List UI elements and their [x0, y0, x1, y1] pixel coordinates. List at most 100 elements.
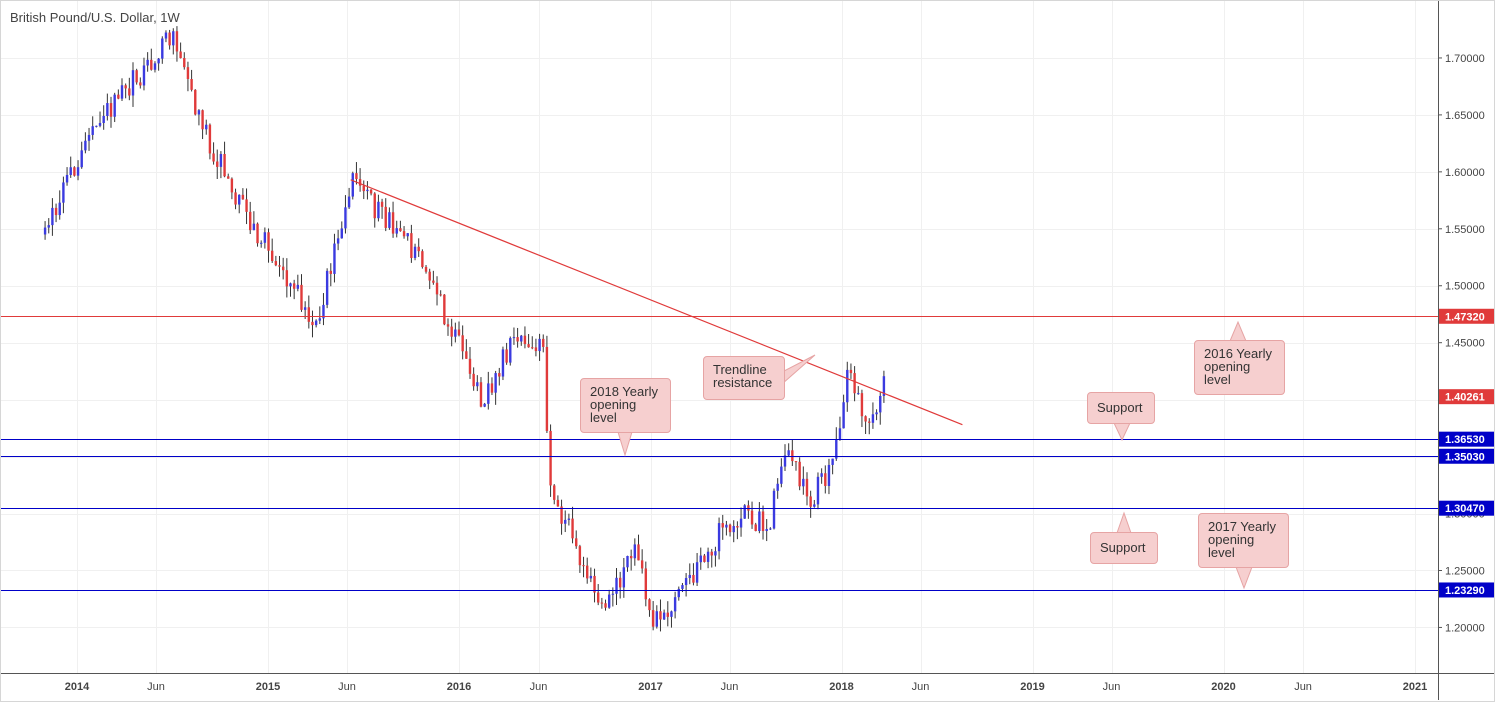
candle-body-8 [73, 167, 76, 176]
candle-body-159 [626, 555, 629, 568]
candle-body-132 [527, 344, 530, 348]
candle-body-45 [208, 124, 212, 154]
candle-body-219 [846, 369, 849, 403]
candle-body-189 [736, 526, 739, 528]
candle-body-38 [183, 58, 186, 68]
candle-body-164 [644, 568, 648, 600]
annotation-trendline-resistance[interactable]: Trendline resistance [703, 356, 785, 400]
candle-body-195 [758, 511, 761, 532]
candle-body-200 [776, 483, 779, 491]
candle-body-97 [399, 228, 402, 232]
candle-body-89 [369, 189, 373, 194]
price-tag-text-1: 1.36530 [1445, 434, 1485, 446]
x-tick-label-12: 2020 [1211, 681, 1235, 693]
candle-body-177 [692, 574, 695, 583]
annotation-2018-yearly-opening[interactable]: 2018 Yearly opening level [580, 378, 671, 433]
price-axis[interactable]: 1.70000 1.65000 1.60000 1.55000 1.50000 1.450… [1438, 53, 1485, 634]
candle-body-73 [311, 321, 314, 326]
candle-body-146 [578, 546, 582, 566]
candle-body-54 [241, 194, 245, 200]
candle-body-141 [560, 506, 563, 524]
candle-body-101 [413, 246, 417, 258]
x-tick-label-6: 2017 [638, 681, 662, 693]
candle-body-119 [479, 382, 483, 407]
x-tick-label-10: 2019 [1020, 681, 1044, 693]
candle-body-5 [62, 182, 65, 203]
candle-body-71 [303, 307, 307, 310]
candle-body-126 [505, 349, 508, 363]
candle-body-198 [769, 528, 772, 530]
y-tick-label-9: 1.25000 [1445, 565, 1485, 577]
candle-body-60 [263, 232, 267, 243]
candle-body-115 [465, 351, 468, 359]
y-tick-label-2: 1.60000 [1445, 167, 1485, 179]
candle-body-108 [439, 294, 442, 296]
candle-body-228 [879, 395, 882, 413]
candle-body-144 [571, 518, 574, 539]
candle-body-178 [695, 562, 699, 583]
x-tick-label-1: Jun [147, 681, 165, 693]
candle-body-181 [706, 551, 710, 562]
candle-body-91 [377, 201, 380, 219]
candle-body-175 [684, 578, 688, 586]
candle-body-202 [783, 455, 787, 467]
candle-body-217 [838, 428, 842, 440]
price-tag-text-5: 1.40261 [1445, 392, 1485, 404]
candle-body-55 [245, 199, 248, 212]
candle-body-204 [791, 450, 794, 462]
candle-body-157 [618, 577, 622, 588]
price-tag-bg-3 [1439, 500, 1494, 516]
candle-body-56 [249, 211, 252, 231]
candle-body-74 [314, 320, 318, 326]
candle-body-147 [582, 565, 585, 567]
candle-body-150 [593, 575, 596, 593]
candle-body-182 [710, 551, 713, 556]
candle-body-184 [717, 523, 721, 552]
candle-body-208 [805, 478, 809, 497]
candle-body-21 [120, 85, 124, 99]
candle-body-78 [329, 270, 332, 274]
candle-body-103 [421, 251, 424, 267]
time-axis[interactable]: 2014 Jun 2015 Jun 2016 Jun 2017 Jun 2018 Jun 2019 J… [65, 681, 1428, 693]
candle-body-158 [622, 567, 626, 588]
price-tag-text-0: 1.47320 [1445, 311, 1485, 323]
y-tick-label-5: 1.45000 [1445, 338, 1485, 350]
candle-body-201 [780, 466, 783, 484]
annotation-support-upper[interactable]: Support [1087, 392, 1155, 424]
candle-body-129 [516, 337, 519, 342]
candle-body-180 [703, 555, 706, 562]
candle-body-3 [54, 207, 58, 216]
candle-body-23 [128, 88, 131, 96]
annotation-2016-yearly-opening[interactable]: 2016 Yearly opening level [1194, 340, 1285, 395]
candle-body-18 [109, 103, 113, 117]
candle-body-118 [476, 382, 479, 387]
candle-body-113 [457, 329, 461, 336]
candle-body-155 [611, 593, 615, 595]
candle-body-53 [238, 194, 241, 205]
candle-body-183 [714, 551, 717, 556]
candle-body-107 [435, 282, 439, 295]
candle-body-36 [175, 31, 179, 52]
price-tag-text-4: 1.23290 [1445, 585, 1485, 597]
candle-body-215 [831, 458, 834, 465]
candle-body-48 [219, 154, 223, 167]
candle-body-96 [395, 228, 398, 234]
candle-body-114 [461, 335, 464, 352]
candle-body-171 [670, 611, 673, 617]
candle-body-16 [102, 115, 105, 124]
x-tick-label-0: 2014 [65, 681, 90, 693]
candle-body-46 [212, 153, 215, 162]
candle-body-112 [454, 329, 457, 337]
annotation-support-lower[interactable]: Support [1090, 532, 1158, 564]
candle-body-30 [153, 63, 157, 70]
level-layer [1, 179, 1438, 591]
candle-body-207 [802, 478, 805, 487]
candle-body-52 [234, 192, 237, 205]
candle-body-17 [106, 103, 109, 116]
annotation-2017-yearly-opening[interactable]: 2017 Yearly opening level [1198, 513, 1289, 568]
candle-body-33 [164, 32, 168, 39]
candle-body-131 [523, 335, 527, 345]
candle-body-174 [681, 585, 684, 589]
